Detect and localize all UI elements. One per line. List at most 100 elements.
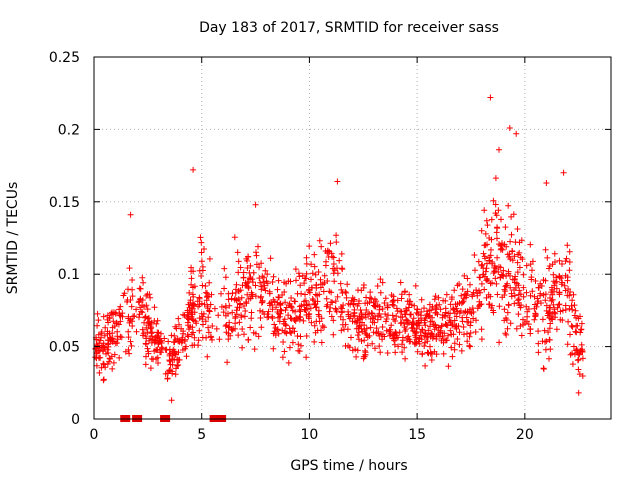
data-point [318, 243, 325, 250]
data-point [338, 250, 345, 257]
data-point [568, 302, 575, 309]
data-point [303, 254, 310, 261]
data-point [574, 322, 581, 329]
data-point [342, 288, 349, 295]
data-point [238, 294, 245, 301]
data-point [494, 224, 500, 231]
data-point [394, 297, 401, 304]
data-point [505, 202, 512, 209]
data-point [516, 264, 523, 271]
data-point [480, 265, 487, 272]
data-point [478, 280, 485, 287]
data-point [379, 324, 386, 330]
data-point [187, 299, 194, 306]
data-point [404, 337, 410, 343]
data-point [358, 325, 365, 332]
data-point [191, 334, 198, 341]
y-tick-label: 0.15 [49, 195, 80, 211]
data-point [464, 308, 471, 315]
data-point [348, 297, 355, 304]
data-point [256, 264, 263, 271]
data-point [460, 324, 467, 330]
data-point [563, 255, 570, 262]
data-point [408, 311, 414, 318]
data-point [379, 336, 386, 343]
data-point [564, 292, 571, 299]
data-point [428, 307, 435, 313]
data-point [143, 292, 150, 299]
data-point [559, 307, 566, 314]
data-point [175, 362, 182, 368]
data-point [542, 297, 549, 304]
data-point [514, 269, 521, 276]
data-point [172, 323, 179, 330]
data-point [113, 319, 120, 326]
data-point [189, 284, 196, 291]
data-point [555, 301, 562, 308]
data-point [566, 248, 573, 255]
data-point [144, 329, 151, 336]
data-point [169, 361, 176, 368]
data-point [285, 312, 292, 319]
data-point [571, 302, 578, 309]
data-point [571, 312, 578, 319]
data-point [256, 275, 263, 282]
data-point [427, 331, 433, 338]
data-point [451, 340, 458, 347]
data-point [453, 313, 460, 320]
data-point [500, 273, 507, 280]
data-point [196, 267, 203, 274]
data-point [532, 278, 539, 284]
data-point [401, 311, 408, 318]
data-point [142, 361, 149, 368]
data-point [569, 323, 576, 330]
data-point [151, 348, 158, 355]
data-point [441, 330, 448, 337]
data-point [333, 239, 340, 246]
data-point [439, 314, 446, 321]
data-point [324, 278, 331, 284]
data-point [478, 227, 485, 234]
data-point [477, 289, 484, 296]
data-point [235, 269, 242, 276]
data-point [479, 261, 486, 268]
data-point [377, 349, 384, 356]
data-point [117, 318, 124, 325]
data-point [511, 292, 518, 299]
data-point [390, 335, 397, 342]
data-point [105, 319, 112, 326]
data-point [347, 301, 354, 308]
data-point [128, 342, 135, 349]
data-point [200, 321, 206, 328]
data-point [116, 354, 123, 361]
data-point [401, 344, 408, 351]
data-point [303, 301, 310, 308]
data-point [270, 345, 277, 352]
data-point [306, 310, 313, 317]
data-point [429, 303, 436, 310]
data-point [326, 308, 333, 315]
data-point [133, 328, 140, 335]
data-point [178, 339, 185, 346]
data-point [125, 315, 132, 322]
data-point [105, 337, 111, 344]
data-point [129, 277, 136, 283]
data-point [390, 293, 397, 300]
data-point [244, 280, 251, 287]
data-point [162, 370, 169, 377]
data-point [488, 236, 495, 243]
data-point [236, 288, 242, 295]
data-point [232, 320, 239, 327]
data-point [435, 294, 442, 301]
data-point [351, 310, 358, 317]
data-point [188, 268, 195, 275]
data-point [540, 277, 547, 283]
data-point [507, 284, 514, 291]
data-point [394, 334, 401, 341]
data-point [573, 329, 580, 336]
data-point [344, 281, 351, 288]
data-point [463, 314, 470, 321]
data-point [129, 323, 136, 329]
data-point [273, 304, 280, 311]
